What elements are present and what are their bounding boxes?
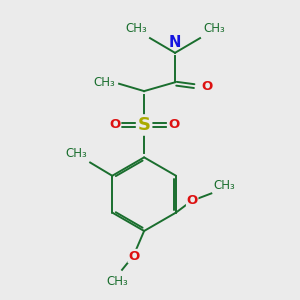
Text: S: S bbox=[138, 116, 151, 134]
Text: CH₃: CH₃ bbox=[65, 147, 87, 160]
Text: CH₃: CH₃ bbox=[203, 22, 225, 35]
Text: CH₃: CH₃ bbox=[94, 76, 116, 89]
Text: O: O bbox=[168, 118, 179, 131]
Text: CH₃: CH₃ bbox=[214, 179, 236, 192]
Text: N: N bbox=[169, 35, 181, 50]
Text: O: O bbox=[187, 194, 198, 207]
Text: CH₃: CH₃ bbox=[125, 22, 147, 35]
Text: CH₃: CH₃ bbox=[107, 274, 128, 287]
Text: O: O bbox=[202, 80, 213, 93]
Text: O: O bbox=[109, 118, 120, 131]
Text: O: O bbox=[128, 250, 140, 262]
